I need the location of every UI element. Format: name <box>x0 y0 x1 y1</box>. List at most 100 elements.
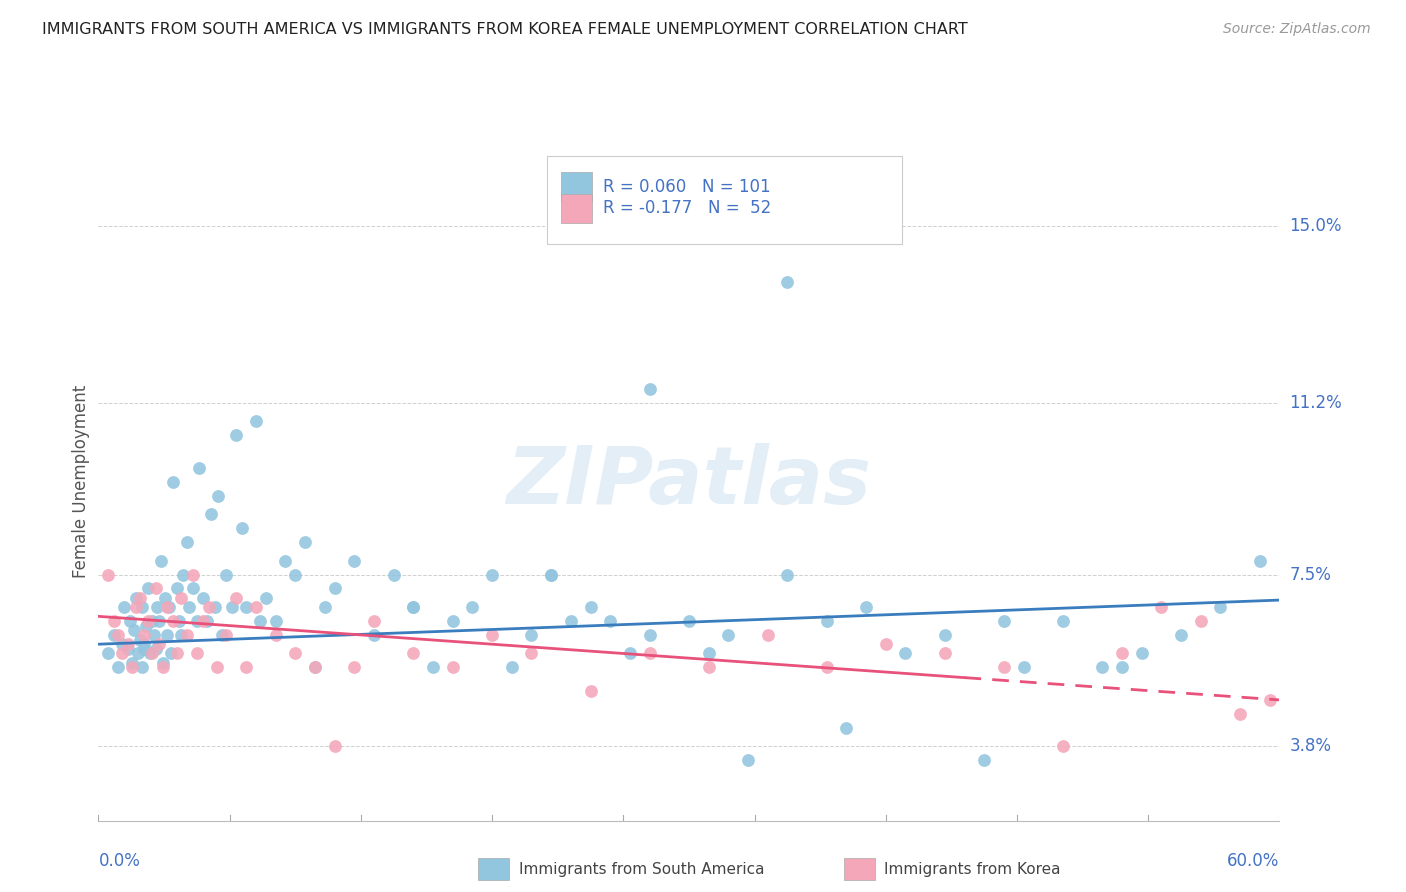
Point <box>1170 628 1192 642</box>
Text: Immigrants from Korea: Immigrants from Korea <box>884 863 1062 877</box>
Text: 3.8%: 3.8% <box>1289 738 1331 756</box>
Text: Immigrants from South America: Immigrants from South America <box>519 863 765 877</box>
Point <box>294 535 316 549</box>
Point <box>207 489 229 503</box>
Point <box>170 628 193 642</box>
Point <box>128 591 150 605</box>
Point <box>117 641 139 656</box>
Point <box>323 582 346 596</box>
Point <box>162 475 184 489</box>
Point <box>756 628 779 642</box>
Text: 60.0%: 60.0% <box>1227 852 1279 870</box>
Point <box>461 600 484 615</box>
Point <box>579 600 602 615</box>
Point <box>1052 739 1074 754</box>
Point <box>934 628 956 642</box>
Point <box>343 660 366 674</box>
Point <box>136 582 159 596</box>
Point <box>540 567 562 582</box>
Point <box>111 637 134 651</box>
Point <box>152 660 174 674</box>
Point <box>235 660 257 674</box>
Point <box>540 567 562 582</box>
Point <box>579 683 602 698</box>
Point <box>118 614 141 628</box>
Point <box>170 591 193 605</box>
Point <box>815 660 838 674</box>
Point <box>152 656 174 670</box>
Point <box>737 753 759 767</box>
Point <box>1012 660 1035 674</box>
Point <box>382 567 405 582</box>
Point <box>160 647 183 661</box>
Point <box>138 647 160 661</box>
Point <box>274 553 297 567</box>
Point <box>441 614 464 628</box>
Point <box>697 647 720 661</box>
Text: IMMIGRANTS FROM SOUTH AMERICA VS IMMIGRANTS FROM KOREA FEMALE UNEMPLOYMENT CORRE: IMMIGRANTS FROM SOUTH AMERICA VS IMMIGRA… <box>42 22 967 37</box>
Point <box>162 614 184 628</box>
Point <box>136 614 159 628</box>
Point <box>221 600 243 615</box>
Text: 15.0%: 15.0% <box>1289 218 1341 235</box>
Point <box>195 614 218 628</box>
Point <box>520 628 543 642</box>
Point <box>176 628 198 642</box>
Point <box>135 618 157 632</box>
Point <box>638 628 661 642</box>
Point <box>128 632 150 647</box>
Point <box>187 460 209 475</box>
Point <box>215 628 238 642</box>
Point <box>107 660 129 674</box>
Text: 0.0%: 0.0% <box>98 852 141 870</box>
Text: R = 0.060   N = 101: R = 0.060 N = 101 <box>603 178 770 195</box>
Point <box>122 624 145 638</box>
Point <box>142 628 165 642</box>
Point <box>894 647 917 661</box>
Point <box>125 591 148 605</box>
Point <box>231 521 253 535</box>
Point <box>141 614 163 628</box>
Point <box>103 614 125 628</box>
Point <box>481 628 503 642</box>
Point <box>1130 647 1153 661</box>
Text: 11.2%: 11.2% <box>1289 393 1343 412</box>
Point <box>560 614 582 628</box>
Point <box>121 660 143 674</box>
Text: 7.5%: 7.5% <box>1289 566 1331 583</box>
Point <box>145 641 167 656</box>
Point <box>166 647 188 661</box>
Text: ZIPatlas: ZIPatlas <box>506 442 872 521</box>
Point <box>97 647 120 661</box>
Point <box>131 600 153 615</box>
Point <box>191 614 214 628</box>
Point <box>127 647 149 661</box>
Point <box>111 647 134 661</box>
Point <box>200 507 222 521</box>
Point <box>132 628 155 642</box>
Point <box>501 660 523 674</box>
Point <box>1189 614 1212 628</box>
Point <box>197 600 219 615</box>
Point <box>107 628 129 642</box>
Point <box>776 275 799 289</box>
Point <box>402 600 425 615</box>
Text: R = -0.177   N =  52: R = -0.177 N = 52 <box>603 200 772 218</box>
Point <box>117 637 139 651</box>
Point <box>186 647 208 661</box>
Point <box>1258 693 1281 707</box>
Point <box>520 647 543 661</box>
Point <box>254 591 277 605</box>
Point <box>177 600 200 615</box>
Point <box>815 614 838 628</box>
Point <box>697 660 720 674</box>
Point <box>211 628 233 642</box>
Point <box>148 614 170 628</box>
Point <box>304 660 326 674</box>
Point <box>619 647 641 661</box>
Point <box>402 647 425 661</box>
Point <box>166 582 188 596</box>
Point <box>264 614 287 628</box>
Point <box>97 567 120 582</box>
Point <box>141 647 163 661</box>
